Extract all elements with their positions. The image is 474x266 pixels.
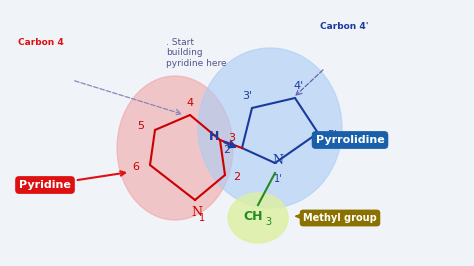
- Text: 3': 3': [242, 91, 252, 101]
- Text: 3: 3: [265, 217, 272, 227]
- Text: . Start
building
pyridine here: . Start building pyridine here: [166, 38, 227, 68]
- Text: Pyridine: Pyridine: [19, 171, 125, 190]
- Text: H: H: [209, 131, 219, 143]
- Text: 2: 2: [233, 172, 241, 182]
- Text: CH: CH: [244, 210, 263, 223]
- Text: Pyrrolidine: Pyrrolidine: [316, 135, 384, 145]
- Text: Carbon 4: Carbon 4: [18, 38, 64, 47]
- Text: 4': 4': [294, 81, 304, 91]
- Ellipse shape: [117, 76, 233, 220]
- Text: N: N: [273, 154, 283, 167]
- Text: 6: 6: [133, 162, 139, 172]
- Text: 4: 4: [186, 98, 193, 108]
- Ellipse shape: [228, 193, 288, 243]
- Text: Carbon 4': Carbon 4': [320, 22, 368, 31]
- Text: Methyl group: Methyl group: [296, 213, 377, 223]
- Text: 1: 1: [199, 213, 205, 223]
- Ellipse shape: [198, 48, 342, 208]
- Text: 5: 5: [137, 121, 145, 131]
- Text: 3: 3: [228, 133, 236, 143]
- Text: N: N: [191, 206, 202, 219]
- Text: 5': 5': [327, 130, 337, 140]
- Text: 1': 1': [273, 174, 283, 184]
- Text: 2': 2': [223, 145, 233, 155]
